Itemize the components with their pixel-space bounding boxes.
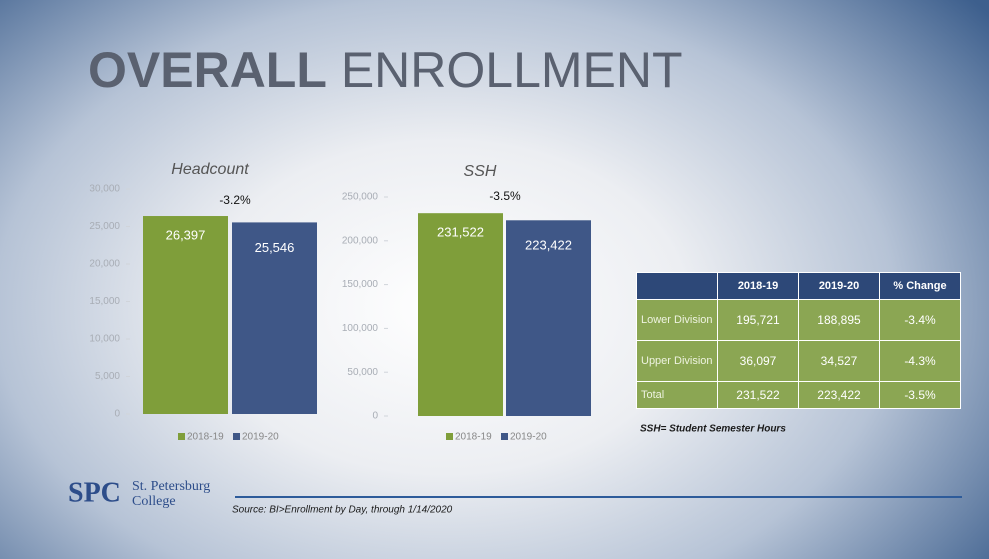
y-tick-label: 20,000 xyxy=(89,259,120,270)
value-label: 231,522 xyxy=(437,225,484,240)
y-tick-label: 150,000 xyxy=(342,279,379,290)
table-cell: 223,422 xyxy=(798,381,880,409)
value-label: 223,422 xyxy=(525,238,572,253)
legend-label: 2018-19 xyxy=(187,432,224,443)
table-row: Upper Division 36,097 34,527 -4.3% xyxy=(636,340,961,382)
source: Source: BI>Enrollment by Day, through 1/… xyxy=(232,505,453,516)
bar xyxy=(143,216,228,414)
enrollment-table: 2018-19 2019-20% Change Lower Division 195,… xyxy=(636,272,961,409)
value-label: 26,397 xyxy=(166,227,206,242)
y-tick-label: 15,000 xyxy=(89,296,120,307)
y-tick-label: 200,000 xyxy=(342,235,379,246)
column-header: 2019-20 xyxy=(798,272,880,300)
table-cell: 195,721 xyxy=(717,299,799,341)
table-cell: 231,522 xyxy=(717,381,799,409)
logo-line: St. Petersburg xyxy=(132,479,210,494)
title-rest: ENROLLMENT xyxy=(341,42,683,98)
table-cell: -3.4% xyxy=(879,299,961,341)
annotation: -3.5% xyxy=(489,189,521,203)
y-tick-label: 0 xyxy=(372,411,378,422)
title-bold: OVERALL xyxy=(88,42,327,98)
chart-title: Headcount xyxy=(171,161,249,178)
y-tick-label: 100,000 xyxy=(342,323,379,334)
bar xyxy=(232,222,317,414)
corner-cell xyxy=(636,272,718,300)
logo-mark: SPC xyxy=(68,477,121,508)
y-tick-label: 5,000 xyxy=(95,371,120,382)
legend-swatch xyxy=(501,433,508,440)
y-tick-label: 30,000 xyxy=(89,184,120,195)
row-label: Total xyxy=(636,381,718,409)
row-label: Lower Division xyxy=(636,299,718,341)
table-cell: -4.3% xyxy=(879,340,961,382)
legend-label: 2019-20 xyxy=(510,432,547,443)
legend-swatch xyxy=(178,433,185,440)
table-cell: -3.5% xyxy=(879,381,961,409)
y-tick-label: 10,000 xyxy=(89,334,120,345)
annotation: -3.2% xyxy=(219,193,251,207)
y-tick-label: 0 xyxy=(114,409,120,420)
legend-swatch xyxy=(446,433,453,440)
header-row: 2018-19 2019-20% Change xyxy=(636,272,961,300)
slide-title: OVERALL ENROLLMENT xyxy=(88,42,683,98)
table-row: Total 231,522 223,422 -3.5% xyxy=(636,381,961,409)
legend-swatch xyxy=(233,433,240,440)
footnote: SSH= Student Semester Hours xyxy=(640,424,786,435)
table-cell: 36,097 xyxy=(717,340,799,382)
legend-label: 2019-20 xyxy=(242,432,279,443)
column-header: % Change xyxy=(879,272,961,300)
column-header: 2018-19 xyxy=(717,272,799,300)
row-label: Upper Division xyxy=(636,340,718,382)
table-cell: 188,895 xyxy=(798,299,880,341)
y-tick-label: 25,000 xyxy=(89,221,120,232)
logo-line: College xyxy=(132,494,176,509)
chart-title: SSH xyxy=(464,163,497,180)
y-tick-label: 250,000 xyxy=(342,192,379,203)
value-label: 25,546 xyxy=(255,240,295,255)
bar xyxy=(418,213,503,416)
table-row: Lower Division 195,721 188,895 -3.4% xyxy=(636,299,961,341)
bar xyxy=(506,220,591,416)
y-tick-label: 50,000 xyxy=(347,367,378,378)
table-cell: 34,527 xyxy=(798,340,880,382)
legend-label: 2018-19 xyxy=(455,432,492,443)
